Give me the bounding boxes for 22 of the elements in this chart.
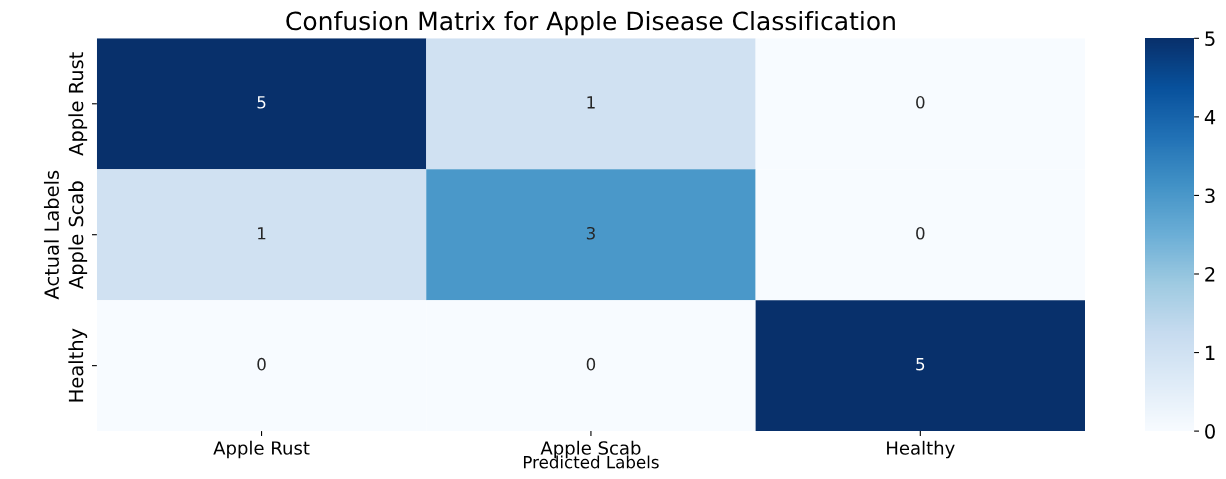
x-tick-label: Healthy — [887, 440, 955, 459]
data-label: 1 — [587, 96, 595, 109]
data-label: 1 — [258, 227, 266, 240]
data-label: 0 — [586, 357, 596, 371]
x-tick-label: Apple Rust — [213, 440, 310, 459]
y-tick-label: Apple Scab — [68, 181, 88, 289]
data-label: 5 — [916, 358, 925, 371]
color-bar-label: 4 — [1204, 110, 1216, 125]
color-bar-label: 2 — [1205, 266, 1215, 282]
chart-title: Confusion Matrix for Apple Disease Classification — [286, 10, 895, 36]
color-bar-label: 5 — [1205, 31, 1215, 46]
data-label: 0 — [257, 357, 266, 371]
data-label: 5 — [257, 96, 266, 109]
color-bar-label: 3 — [1205, 188, 1215, 204]
data-label: 3 — [586, 226, 595, 240]
color-bar-label: 1 — [1205, 345, 1215, 360]
y-tick-label: Apple Rust — [68, 52, 88, 156]
y-tick-label: Healthy — [68, 328, 88, 402]
y-axis-title: Actual Labels — [43, 170, 59, 300]
data-label: 0 — [916, 226, 925, 240]
data-label: 0 — [916, 96, 925, 109]
color-bar-label: 0 — [1205, 424, 1215, 439]
